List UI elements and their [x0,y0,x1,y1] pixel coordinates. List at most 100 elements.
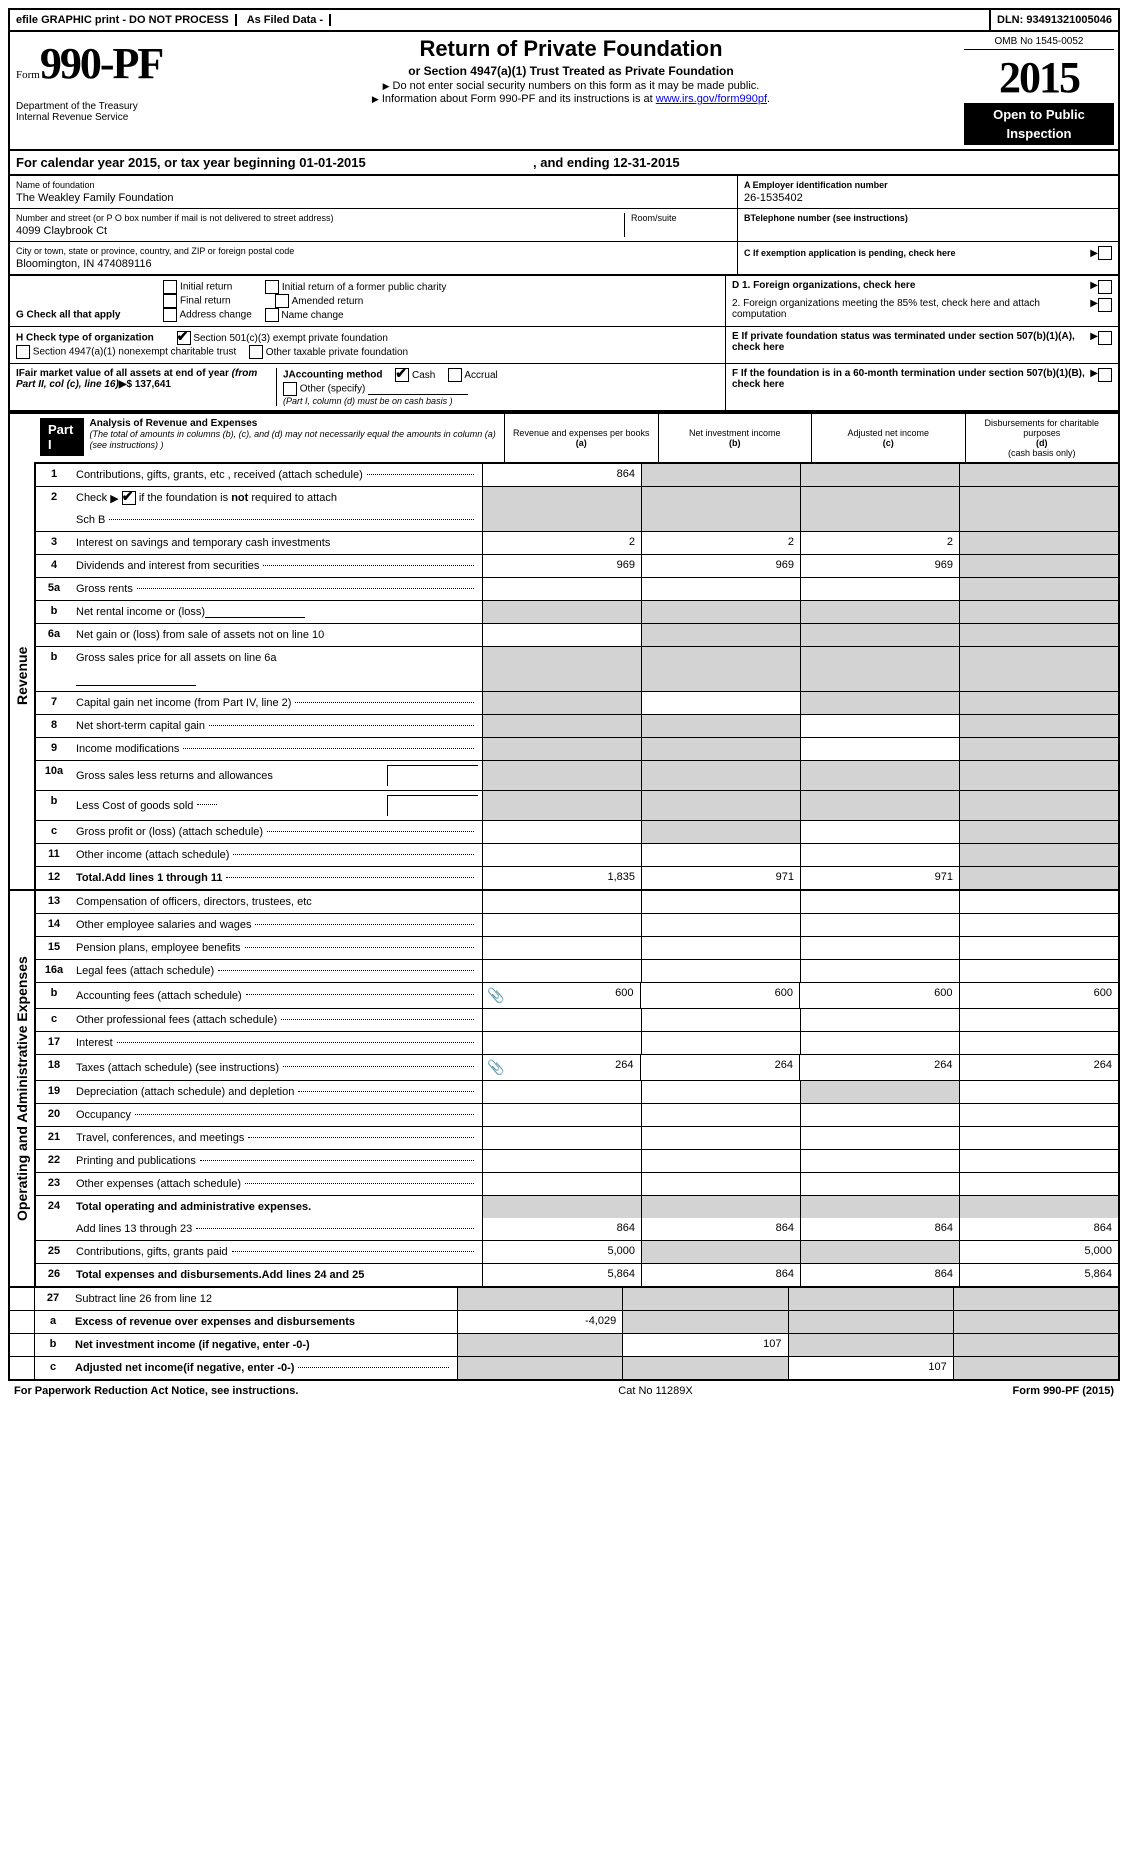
part-1-header: Part I Analysis of Revenue and Expenses … [10,414,1118,462]
attachment-icon[interactable]: 📎 [487,987,504,1003]
g-initial-chk[interactable] [163,280,177,294]
ein: 26-1535402 [744,192,1112,204]
g-name-chk[interactable] [265,308,279,322]
ein-label: A Employer identification number [744,180,1112,190]
d2-chk[interactable] [1098,298,1112,312]
h-other-chk[interactable] [249,345,263,359]
foundation-city: Bloomington, IN 474089116 [16,258,731,270]
row-26-b: 864 [641,1264,800,1286]
row-27c-c: 107 [788,1357,953,1379]
page-footer: For Paperwork Reduction Act Notice, see … [8,1381,1120,1401]
row-10c-desc: Gross profit or (loss) (attach schedule) [76,826,263,838]
row-4-b: 969 [641,555,800,577]
row-2-chk[interactable] [122,491,136,505]
h-501c3-chk[interactable] [177,331,191,345]
row-8-desc: Net short-term capital gain [76,720,205,732]
expenses-side-label: Operating and Administrative Expenses [10,891,34,1286]
form-container: efile GRAPHIC print - DO NOT PROCESS As … [8,8,1120,1381]
row-10a-desc: Gross sales less returns and allowances [76,770,273,782]
j-other: Other (specify) [300,384,366,395]
j-other-input[interactable] [368,383,468,395]
efile-notice: efile GRAPHIC print - DO NOT PROCESS [16,14,237,26]
d1-chk[interactable] [1098,280,1112,294]
row-18-desc: Taxes (attach schedule) (see instruction… [76,1062,279,1074]
row-12-a: 1,835 [482,867,641,889]
form-number: 990-PF [40,39,162,88]
h-4947: Section 4947(a)(1) nonexempt charitable … [33,347,236,358]
d1-label: D 1. Foreign organizations, check here [732,280,1086,294]
h-other: Other taxable private foundation [266,347,408,358]
row-12-c: 971 [800,867,959,889]
g-name: Name change [281,310,343,321]
row-11-desc: Other income (attach schedule) [76,849,229,861]
row-16b-b: 600 [640,983,800,1008]
row-4-desc: Dividends and interest from securities [76,560,259,572]
dln: DLN: 93491321005046 [989,10,1118,30]
section-g-d: G Check all that apply Initial return In… [10,275,1118,327]
footer-mid: Cat No 11289X [618,1385,692,1397]
j-note: (Part I, column (d) must be on cash basi… [283,396,453,406]
row-6b-desc: Gross sales price for all assets on line… [76,652,277,664]
g-address-chk[interactable] [163,308,177,322]
part-1-label: Part I [40,418,84,456]
row-18-a: 264 [615,1059,633,1071]
g-amended-chk[interactable] [275,294,289,308]
row-27a-a: -4,029 [457,1311,622,1333]
j-accrual: Accrual [464,370,497,381]
f-label: F If the foundation is in a 60-month ter… [732,368,1086,390]
col-b-header: Net investment income(b) [658,414,812,462]
calendar-year-bar: For calendar year 2015, or tax year begi… [10,149,1118,176]
footer-left: For Paperwork Reduction Act Notice, see … [14,1385,298,1397]
row-19-desc: Depreciation (attach schedule) and deple… [76,1086,294,1098]
omb-number: OMB No 1545-0052 [964,36,1114,50]
row-24-d: 864 [959,1218,1118,1240]
foundation-addr: 4099 Claybrook Ct [16,225,624,237]
c-checkbox[interactable] [1098,246,1112,260]
g-final-chk[interactable] [163,294,177,308]
row-4-c: 969 [800,555,959,577]
row-5b-input[interactable] [205,606,305,618]
e-chk[interactable] [1098,331,1112,345]
row-16b-desc: Accounting fees (attach schedule) [76,990,242,1002]
g-initial-former-chk[interactable] [265,280,279,294]
dept-irs: Internal Revenue Service [16,112,176,123]
d2-label: 2. Foreign organizations meeting the 85%… [732,298,1086,320]
row-5a-desc: Gross rents [76,583,133,595]
city-label: City or town, state or province, country… [16,246,731,256]
g-amended: Amended return [292,296,364,307]
top-bar: efile GRAPHIC print - DO NOT PROCESS As … [10,10,1118,32]
row-24-desc: Total operating and administrative expen… [76,1201,311,1213]
row-27b-b: 107 [622,1334,787,1356]
col-d-header: Disbursements for charitable purposes(d)… [965,414,1119,462]
row-14-desc: Other employee salaries and wages [76,919,251,931]
form-header: Form990-PF Department of the Treasury In… [10,32,1118,149]
f-chk[interactable] [1098,368,1112,382]
g-initial-former: Initial return of a former public charit… [282,282,447,293]
j-other-chk[interactable] [283,382,297,396]
row-26-d: 5,864 [959,1264,1118,1286]
row-27c-desc: Adjusted net income(if negative, enter -… [75,1362,294,1374]
note-2-arrow [372,93,382,105]
j-accrual-chk[interactable] [448,368,462,382]
h-501c3: Section 501(c)(3) exempt private foundat… [193,333,388,344]
row-6b-input[interactable] [76,674,196,686]
row-10a-box[interactable] [387,765,478,786]
revenue-block: Revenue 1Contributions, gifts, grants, e… [10,462,1118,889]
j-cash-chk[interactable] [395,368,409,382]
row-24-c: 864 [800,1218,959,1240]
attachment-icon[interactable]: 📎 [487,1059,504,1075]
irs-link[interactable]: www.irs.gov/form990pf [656,93,767,105]
room-label: Room/suite [631,213,731,223]
row-10b-box[interactable] [387,795,478,816]
h-4947-chk[interactable] [16,345,30,359]
g-initial: Initial return [180,282,232,293]
j-cash: Cash [412,370,435,381]
section-h-e: H Check type of organization Section 501… [10,327,1118,364]
arrow-icon [1086,331,1098,353]
row-12-desc: Total.Add lines 1 through 11 [76,872,222,884]
c-label: C If exemption application is pending, c… [744,248,1086,258]
section-i-j-f: IFair market value of all assets at end … [10,364,1118,412]
row-10b-desc: Less Cost of goods sold [76,800,193,812]
row-9-desc: Income modifications [76,743,179,755]
row-12-b: 971 [641,867,800,889]
